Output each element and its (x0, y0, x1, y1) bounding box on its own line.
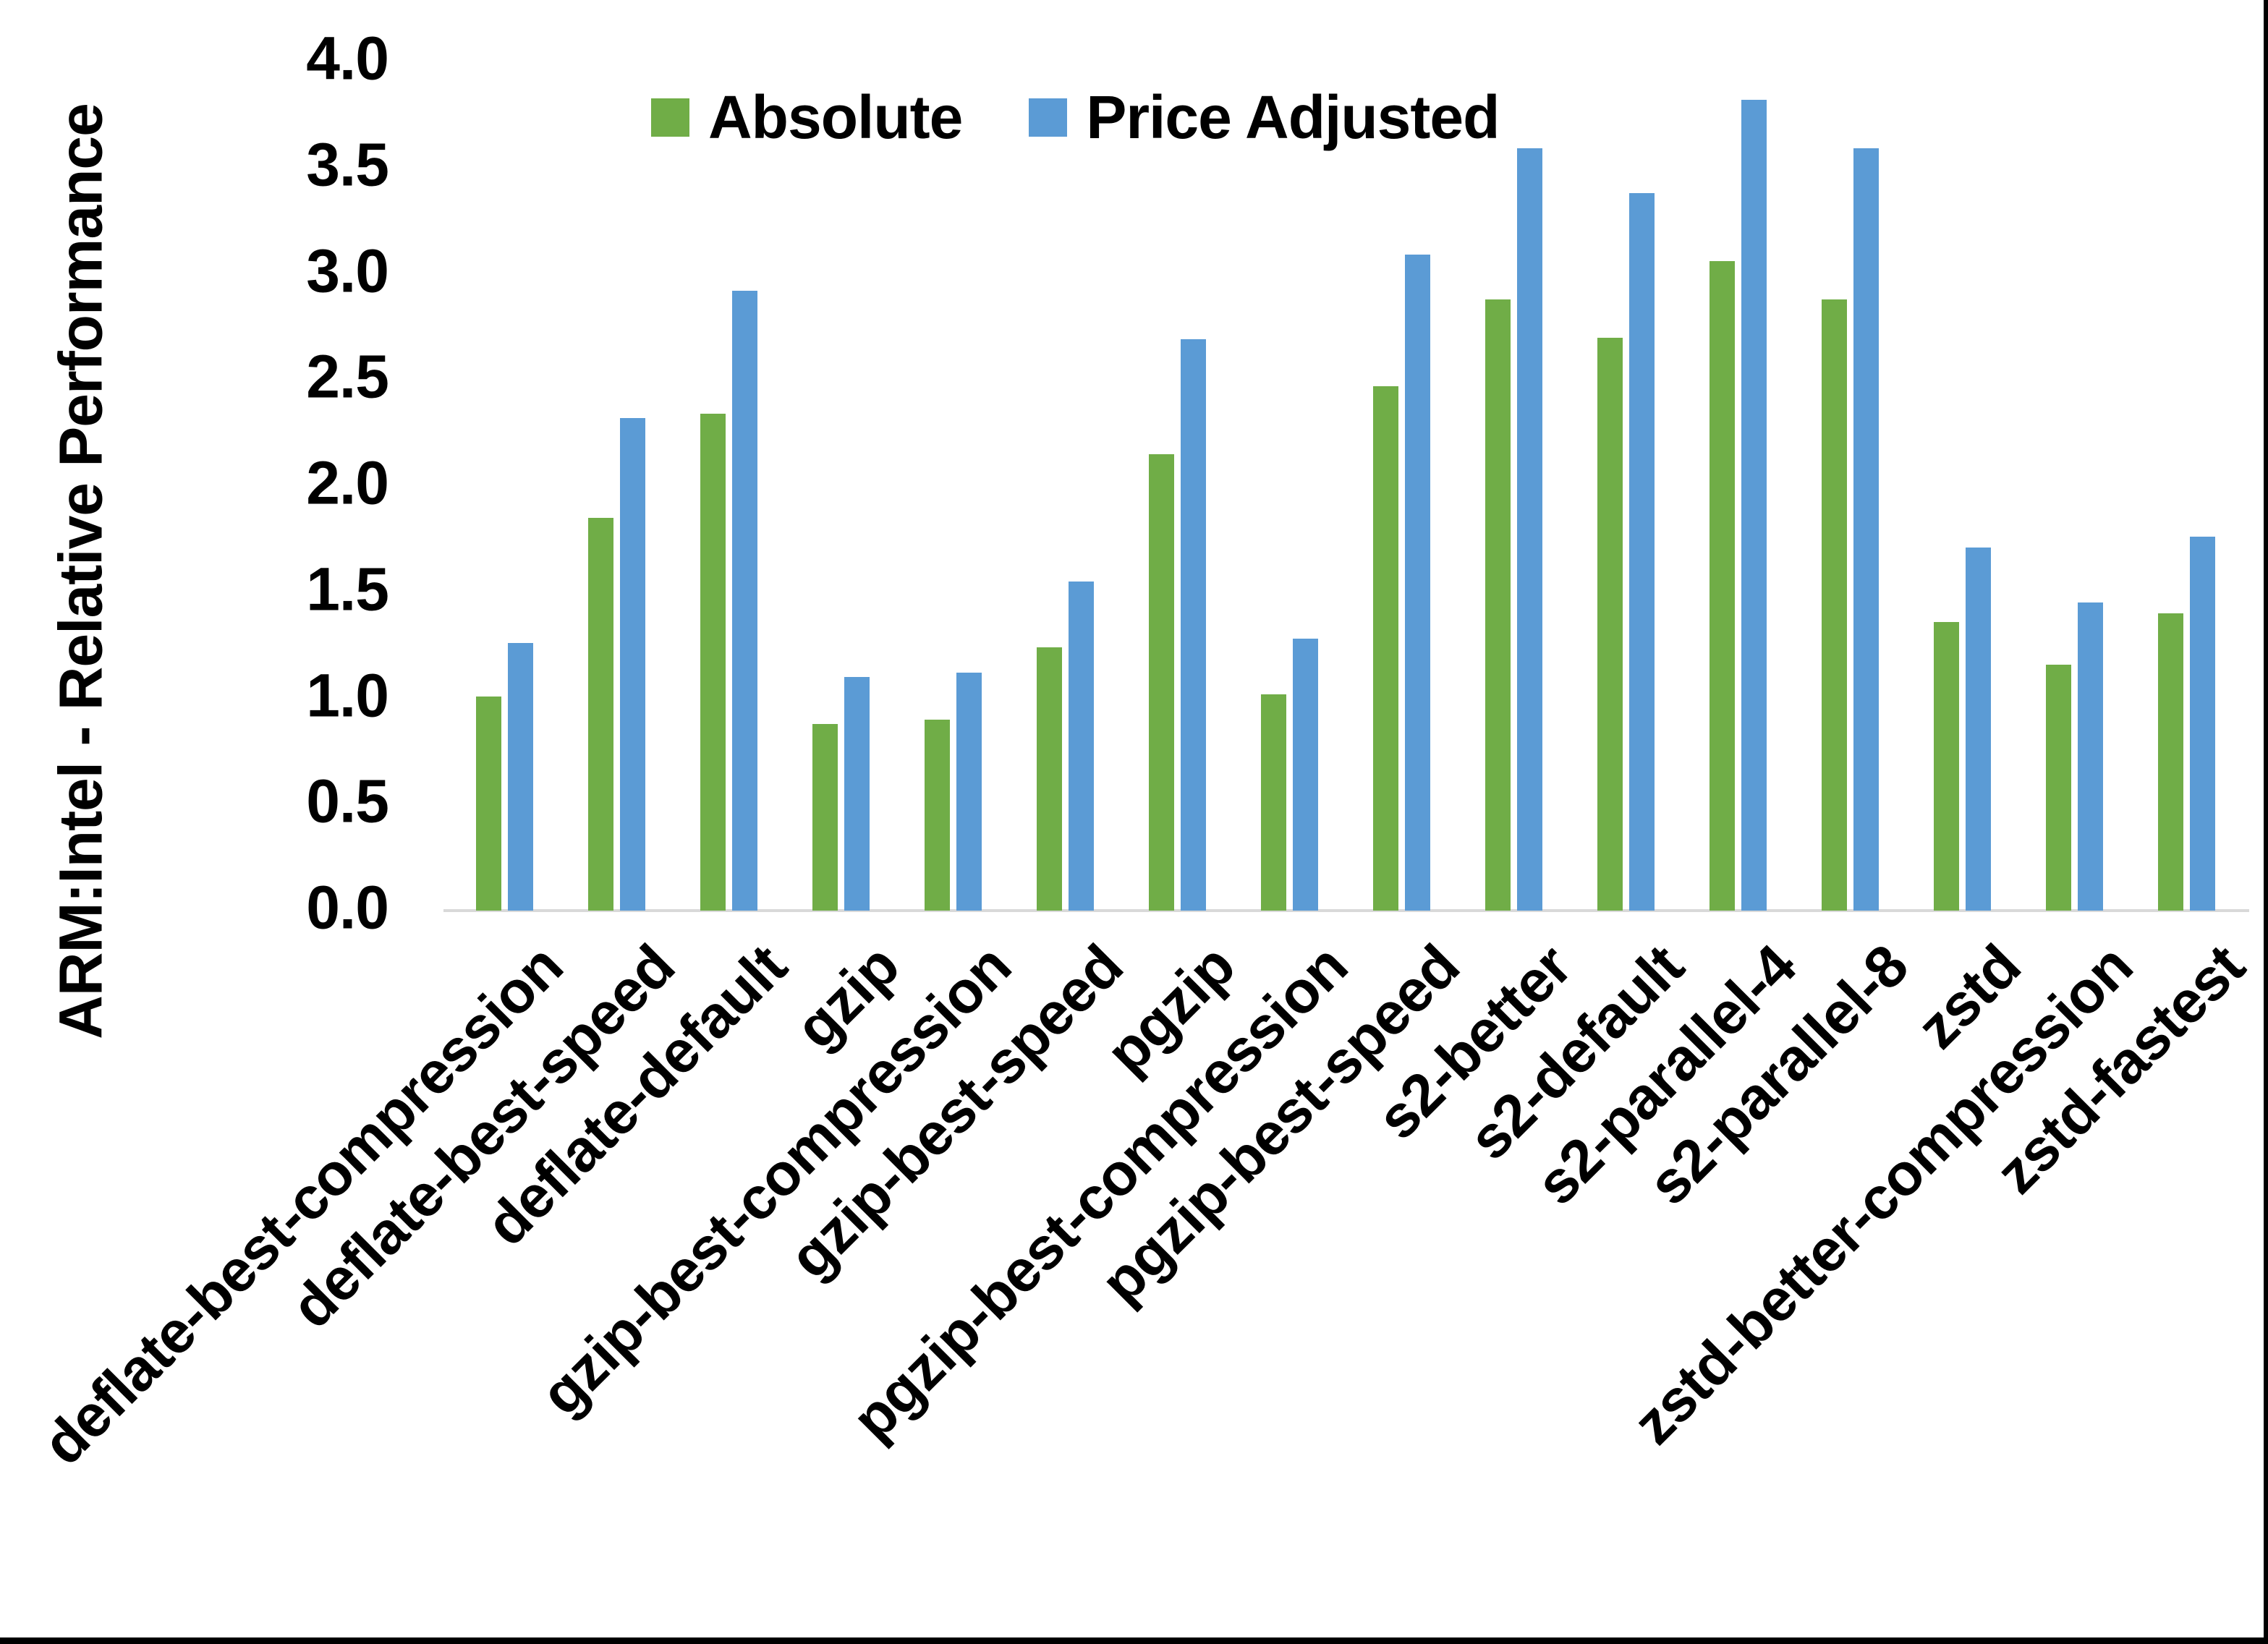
bar-group-deflate-best-speed (561, 61, 673, 911)
bar-absolute-zstd-fastest (2158, 613, 2183, 911)
bar-price-adjusted-pgzip (1181, 339, 1206, 911)
bar-price-adjusted-s2-better (1517, 148, 1542, 911)
y-tick-label-3.5: 3.5 (306, 130, 389, 199)
legend-swatch-absolute-icon (651, 98, 689, 137)
bar-price-adjusted-s2-parallel-8 (1853, 148, 1879, 911)
bar-series-container (449, 61, 2243, 911)
bar-group-deflate-best-compression (449, 61, 561, 911)
bar-group-pgzip-best-compression (1233, 61, 1346, 911)
y-axis-title: ARM:Intel - Relative Performance (46, 103, 115, 1039)
legend-item-price-adjusted: Price Adjusted (1029, 82, 1500, 153)
legend-label-absolute: Absolute (708, 82, 963, 151)
y-tick-label-1.5: 1.5 (306, 555, 389, 623)
bar-price-adjusted-deflate-default (732, 291, 757, 911)
legend-swatch-price-adjusted-icon (1029, 98, 1068, 137)
bar-group-zstd (1906, 61, 2018, 911)
bar-absolute-gzip-best-compression (925, 720, 950, 911)
bar-absolute-deflate-best-compression (476, 697, 501, 911)
bar-group-zstd-better-compression (2018, 61, 2131, 911)
bar-group-s2-parallel-8 (1794, 61, 1906, 911)
bar-absolute-s2-parallel-4 (1710, 261, 1735, 911)
y-tick-label-3.0: 3.0 (306, 237, 389, 305)
bar-price-adjusted-zstd (1966, 548, 1991, 911)
bar-group-gzip-best-compression (897, 61, 1009, 911)
bar-price-adjusted-gzip-best-compression (956, 673, 982, 911)
y-tick-label-4.0: 4.0 (306, 24, 389, 93)
bar-absolute-s2-parallel-8 (1822, 299, 1847, 911)
bar-absolute-pgzip-best-speed (1373, 386, 1398, 911)
bar-absolute-gzip-best-speed (1037, 647, 1062, 911)
bar-absolute-pgzip-best-compression (1261, 694, 1286, 911)
bar-group-pgzip (1121, 61, 1233, 911)
bar-absolute-pgzip (1149, 454, 1174, 911)
bar-absolute-gzip (812, 724, 838, 911)
legend-label-price-adjusted: Price Adjusted (1086, 82, 1500, 151)
y-tick-label-0.5: 0.5 (306, 767, 389, 835)
plot-area (443, 61, 2249, 912)
bar-absolute-zstd (1934, 622, 1959, 911)
bar-absolute-s2-default (1597, 338, 1623, 911)
bar-price-adjusted-pgzip-best-compression (1293, 639, 1318, 911)
bar-group-gzip (785, 61, 897, 911)
y-tick-label-1.0: 1.0 (306, 661, 389, 730)
bar-price-adjusted-gzip (844, 677, 870, 911)
bar-price-adjusted-zstd-better-compression (2078, 602, 2103, 911)
bar-group-pgzip-best-speed (1346, 61, 1458, 911)
legend-item-absolute: Absolute (651, 82, 963, 153)
y-tick-label-2.0: 2.0 (306, 448, 389, 517)
bar-absolute-deflate-best-speed (588, 518, 613, 911)
bar-price-adjusted-gzip-best-speed (1069, 582, 1094, 911)
bar-absolute-s2-better (1485, 299, 1511, 911)
bar-group-deflate-default (673, 61, 785, 911)
bar-price-adjusted-deflate-best-compression (508, 643, 533, 911)
bar-group-zstd-fastest (2131, 61, 2243, 911)
bar-group-s2-parallel-4 (1682, 61, 1794, 911)
bar-price-adjusted-deflate-best-speed (620, 418, 645, 911)
legend: Absolute Price Adjusted (651, 83, 1500, 151)
bar-group-gzip-best-speed (1009, 61, 1121, 911)
bar-absolute-zstd-better-compression (2046, 665, 2071, 911)
bar-price-adjusted-s2-parallel-4 (1741, 100, 1767, 911)
bar-group-s2-better (1458, 61, 1570, 911)
bar-price-adjusted-zstd-fastest (2190, 537, 2215, 911)
bar-price-adjusted-s2-default (1629, 193, 1655, 911)
bar-group-s2-default (1570, 61, 1682, 911)
x-axis-line (443, 909, 2249, 912)
y-tick-label-2.5: 2.5 (306, 342, 389, 411)
y-tick-label-0.0: 0.0 (306, 873, 389, 942)
bar-absolute-deflate-default (700, 414, 726, 911)
bar-price-adjusted-pgzip-best-speed (1405, 255, 1430, 911)
